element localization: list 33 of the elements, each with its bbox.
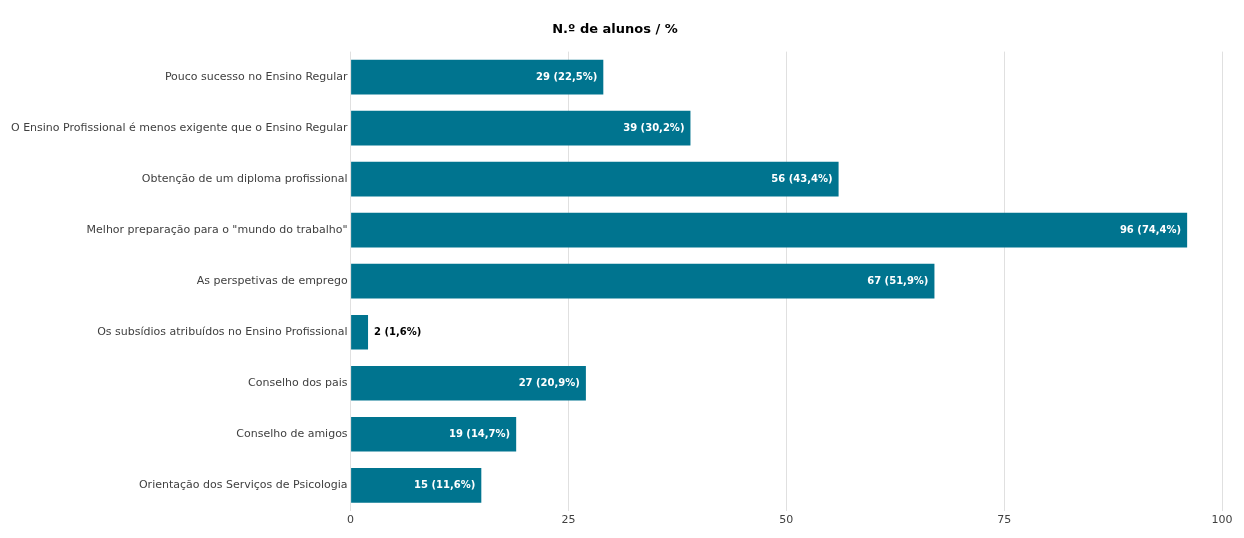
x-tick-label: 50 <box>779 513 794 527</box>
data-label: 96 (74,4%) <box>1119 223 1182 235</box>
y-tick-label: Orientação dos Serviços de Psicologia <box>138 478 348 492</box>
bar <box>351 212 1188 248</box>
bar <box>351 365 586 401</box>
bar <box>351 161 839 197</box>
data-label: 19 (14,7%) <box>448 427 511 439</box>
y-tick-label: Conselho dos pais <box>248 376 348 390</box>
x-tick-label: 25 <box>561 513 576 527</box>
data-label: 29 (22,5%) <box>536 70 598 82</box>
x-tick-label: 100 <box>1211 513 1233 527</box>
data-label: 15 (11,6%) <box>414 478 476 490</box>
x-tick-label: 75 <box>997 513 1012 527</box>
bar <box>351 416 517 452</box>
bar <box>351 110 691 146</box>
bar <box>351 59 604 95</box>
chart-title: N.º de alunos / % <box>552 21 678 37</box>
x-tick-label: 0 <box>347 513 355 527</box>
bar <box>351 314 369 350</box>
y-tick-label: O Ensino Profissional é menos exigente que o Ensino Regular <box>10 120 349 134</box>
data-label: 2 (1,6%) <box>374 325 422 337</box>
data-label: 67 (51,9%) <box>867 274 929 286</box>
y-tick-label: Melhor preparação para o "mundo do trabalho" <box>86 223 348 237</box>
y-tick-label: Conselho de amigos <box>236 427 348 441</box>
y-tick-label: Obtenção de um diploma profissional <box>141 172 348 186</box>
y-tick-label: Os subsídios atribuídos no Ensino Profissional <box>97 325 348 339</box>
bar <box>351 263 935 299</box>
y-tick-label: Pouco sucesso no Ensino Regular <box>164 69 349 83</box>
data-label: 39 (30,2%) <box>623 121 685 133</box>
data-label: 56 (43,4%) <box>771 172 833 184</box>
bar <box>351 467 482 503</box>
data-label: 27 (20,9%) <box>518 376 580 388</box>
y-tick-label: As perspetivas de emprego <box>196 274 348 288</box>
